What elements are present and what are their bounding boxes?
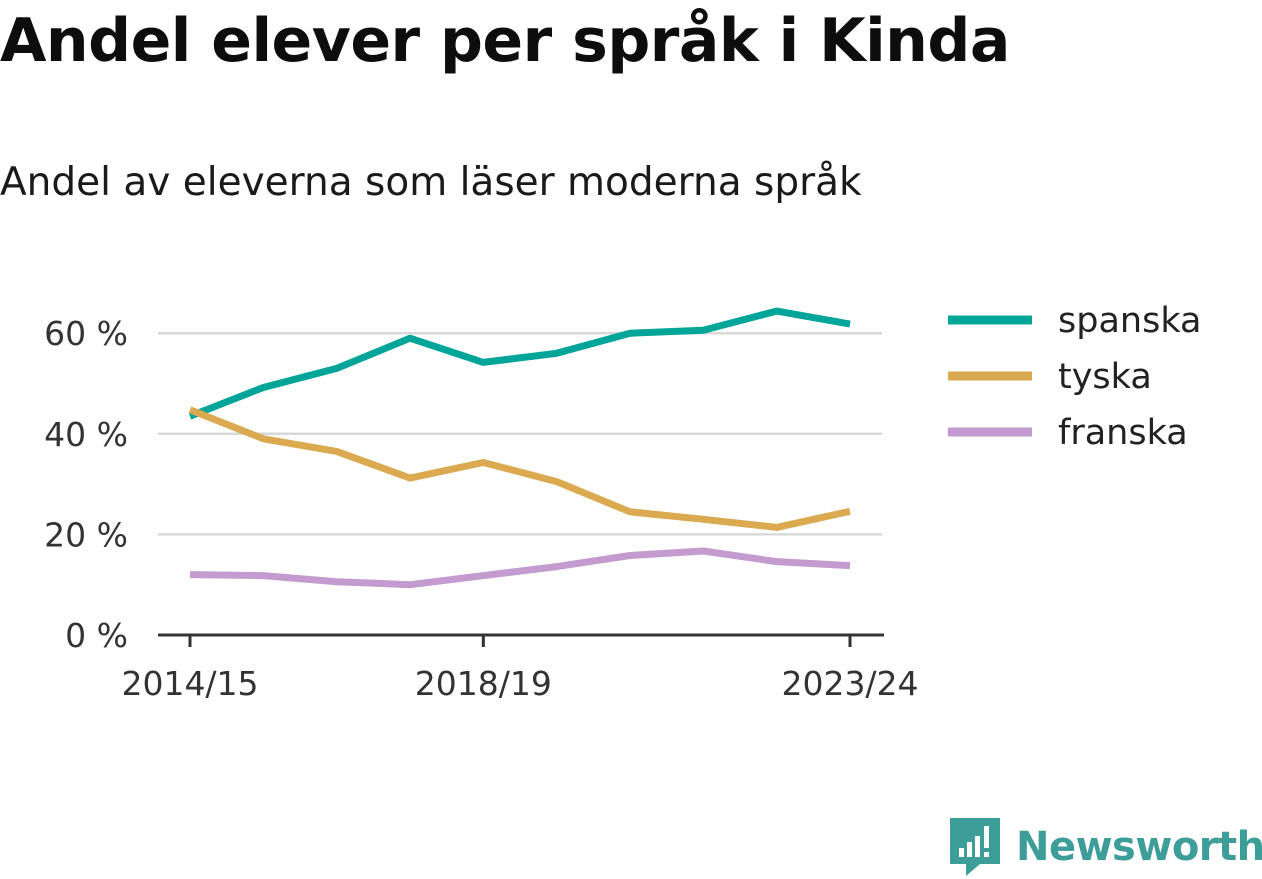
newsworthy-logo: Newsworthy xyxy=(950,818,1262,876)
y-tick-label: 40 % xyxy=(44,415,128,454)
legend-label-tyska: tyska xyxy=(1058,357,1152,397)
series-lines xyxy=(188,307,851,589)
series-line-spanska xyxy=(188,307,851,420)
x-axis xyxy=(158,633,884,647)
x-tick-label: 2018/19 xyxy=(415,664,552,703)
series-line-franska xyxy=(189,547,851,589)
x-axis-tick-labels: 2014/15 2018/19 2023/24 xyxy=(121,664,918,703)
y-tick-label: 20 % xyxy=(44,515,128,554)
newsworthy-logo-icon xyxy=(950,818,1000,876)
legend-label-franska: franska xyxy=(1058,413,1188,453)
grid-lines xyxy=(158,331,882,536)
x-tick-label: 2023/24 xyxy=(781,664,918,703)
x-tick-label: 2014/15 xyxy=(121,664,258,703)
legend: spanska tyska franska xyxy=(948,301,1201,453)
y-axis-tick-labels: 0 % 20 % 40 % 60 % xyxy=(44,314,128,655)
series-line-tyska xyxy=(188,406,851,531)
y-tick-label: 60 % xyxy=(44,314,128,353)
chart-title: Andel elever per språk i Kinda xyxy=(0,6,1010,76)
y-tick-label: 0 % xyxy=(65,616,128,655)
brand-name: Newsworthy xyxy=(1016,824,1262,870)
chart-subtitle: Andel av eleverna som läser moderna språ… xyxy=(0,160,862,205)
legend-label-spanska: spanska xyxy=(1058,301,1201,341)
